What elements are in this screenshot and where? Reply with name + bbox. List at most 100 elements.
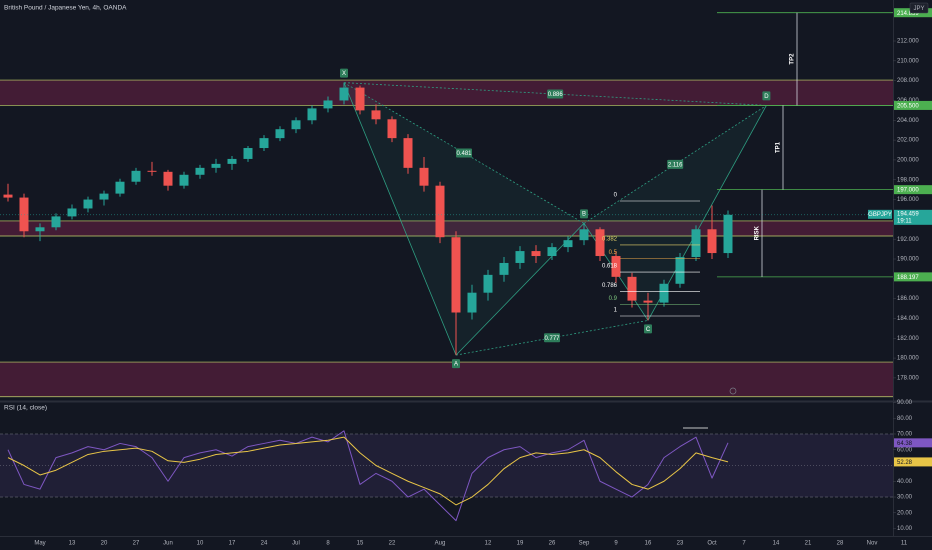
candle-body bbox=[115, 181, 125, 194]
zone bbox=[0, 80, 893, 106]
ratio-label: 0.481 bbox=[456, 151, 472, 157]
y-tick-label: 178.000 bbox=[897, 375, 919, 381]
x-tick-label: 20 bbox=[101, 541, 108, 547]
fib-label: 0 bbox=[614, 193, 618, 199]
x-tick-label: 24 bbox=[261, 541, 268, 547]
candle-body bbox=[163, 171, 173, 186]
y-tick-label: 186.000 bbox=[897, 296, 919, 302]
candle-body bbox=[83, 199, 93, 209]
x-tick-label: 12 bbox=[485, 541, 492, 547]
candle-body bbox=[355, 87, 365, 111]
y-tick-label: 212.000 bbox=[897, 39, 919, 45]
candle-body bbox=[227, 158, 237, 164]
currency: JPY bbox=[913, 6, 924, 12]
x-tick-label: 9 bbox=[614, 541, 618, 547]
x-tick-label: 8 bbox=[326, 541, 330, 547]
ratio-label: 0.886 bbox=[548, 92, 564, 98]
rsi-line bbox=[7, 430, 729, 522]
pattern-leg bbox=[343, 82, 767, 106]
candle-body bbox=[99, 193, 109, 200]
level-label: 188.197 bbox=[897, 275, 919, 281]
rsi-tick-label: 70.00 bbox=[897, 432, 913, 438]
currency-box[interactable] bbox=[909, 2, 929, 14]
y-tick-label: 192.000 bbox=[897, 237, 919, 243]
level-label-box bbox=[894, 185, 932, 195]
y-tick-label: 204.000 bbox=[897, 118, 919, 124]
candle-body bbox=[307, 108, 317, 121]
x-tick-label: Aug bbox=[435, 541, 446, 547]
pattern-point-box bbox=[762, 91, 771, 101]
y-tick-label: 180.000 bbox=[897, 356, 919, 362]
candle-body bbox=[691, 229, 701, 258]
target-label: TP1 bbox=[776, 141, 782, 153]
symbol-label: GBPJPY bbox=[868, 212, 892, 218]
fib-label: 1 bbox=[614, 308, 618, 314]
ratio-label: 0.777 bbox=[544, 336, 560, 342]
x-tick-label: May bbox=[34, 541, 45, 547]
fib-label: 0.786 bbox=[602, 283, 618, 289]
pattern-leg bbox=[455, 223, 585, 356]
target-label: RISK bbox=[755, 225, 761, 240]
fib-label: 0.618 bbox=[602, 264, 618, 270]
y-tick-label: 200.000 bbox=[897, 157, 919, 163]
candle-body bbox=[451, 237, 461, 313]
rsi-tick-label: 90.00 bbox=[897, 400, 913, 406]
level-label-box bbox=[894, 272, 932, 282]
candle-body bbox=[659, 283, 669, 303]
candle-body bbox=[19, 197, 29, 232]
candle-body bbox=[339, 87, 349, 101]
x-tick-label: 22 bbox=[389, 541, 396, 547]
candle-body bbox=[323, 100, 333, 109]
candle-body bbox=[211, 163, 221, 168]
pattern-point-box bbox=[452, 359, 460, 369]
x-tick-label: 17 bbox=[229, 541, 236, 547]
x-tick-label: 27 bbox=[133, 541, 140, 547]
candle-body bbox=[627, 276, 637, 301]
candle-body bbox=[499, 262, 509, 275]
candle-body bbox=[707, 229, 717, 254]
rsi-line bbox=[7, 436, 729, 506]
level-label-box bbox=[894, 100, 932, 110]
fib-label: 0.9 bbox=[609, 296, 618, 302]
candle-body bbox=[243, 148, 253, 159]
ratio-label: 2.116 bbox=[668, 162, 683, 168]
x-tick-label: Nov bbox=[867, 541, 878, 547]
x-tick-label: Jun bbox=[163, 541, 173, 547]
x-tick-label: 19 bbox=[517, 541, 524, 547]
zone bbox=[0, 362, 893, 397]
pattern-fill bbox=[584, 105, 767, 321]
candle-body bbox=[531, 251, 541, 257]
pattern-point-label: C bbox=[646, 327, 651, 333]
candle-body bbox=[275, 129, 285, 139]
rsi-tick-label: 10.00 bbox=[897, 526, 913, 532]
clock-icon[interactable] bbox=[729, 387, 737, 395]
chart-title: British Pound / Japanese Yen, 4h, OANDA bbox=[4, 5, 127, 12]
candle-body bbox=[387, 119, 397, 139]
pattern-point-label: X bbox=[342, 71, 346, 77]
x-tick-label: 11 bbox=[901, 541, 908, 547]
x-tick-label: 21 bbox=[805, 541, 812, 547]
candle-body bbox=[675, 257, 685, 284]
rsi-tick-label: 30.00 bbox=[897, 495, 913, 501]
fib-label: 0.5 bbox=[609, 250, 618, 256]
x-tick-label: Jul bbox=[292, 541, 300, 547]
symbol-box bbox=[868, 209, 892, 219]
target-label: TP2 bbox=[790, 53, 796, 65]
pattern-leg bbox=[343, 82, 457, 356]
zone bbox=[0, 220, 893, 237]
candle-body bbox=[515, 251, 525, 263]
rsi-title: RSI (14, close) bbox=[4, 405, 47, 412]
ratio-box bbox=[547, 89, 564, 99]
countdown: 19:11 bbox=[897, 218, 912, 224]
x-tick-label: 28 bbox=[837, 541, 844, 547]
x-tick-label: 10 bbox=[197, 541, 204, 547]
candle-body bbox=[35, 227, 45, 232]
x-tick-label: 26 bbox=[549, 541, 556, 547]
y-tick-label: 190.000 bbox=[897, 257, 919, 263]
x-tick-label: 23 bbox=[677, 541, 684, 547]
x-tick-label: 13 bbox=[69, 541, 76, 547]
ratio-box bbox=[456, 148, 472, 158]
x-tick-label: Oct bbox=[707, 541, 717, 547]
candle-body bbox=[595, 229, 605, 257]
